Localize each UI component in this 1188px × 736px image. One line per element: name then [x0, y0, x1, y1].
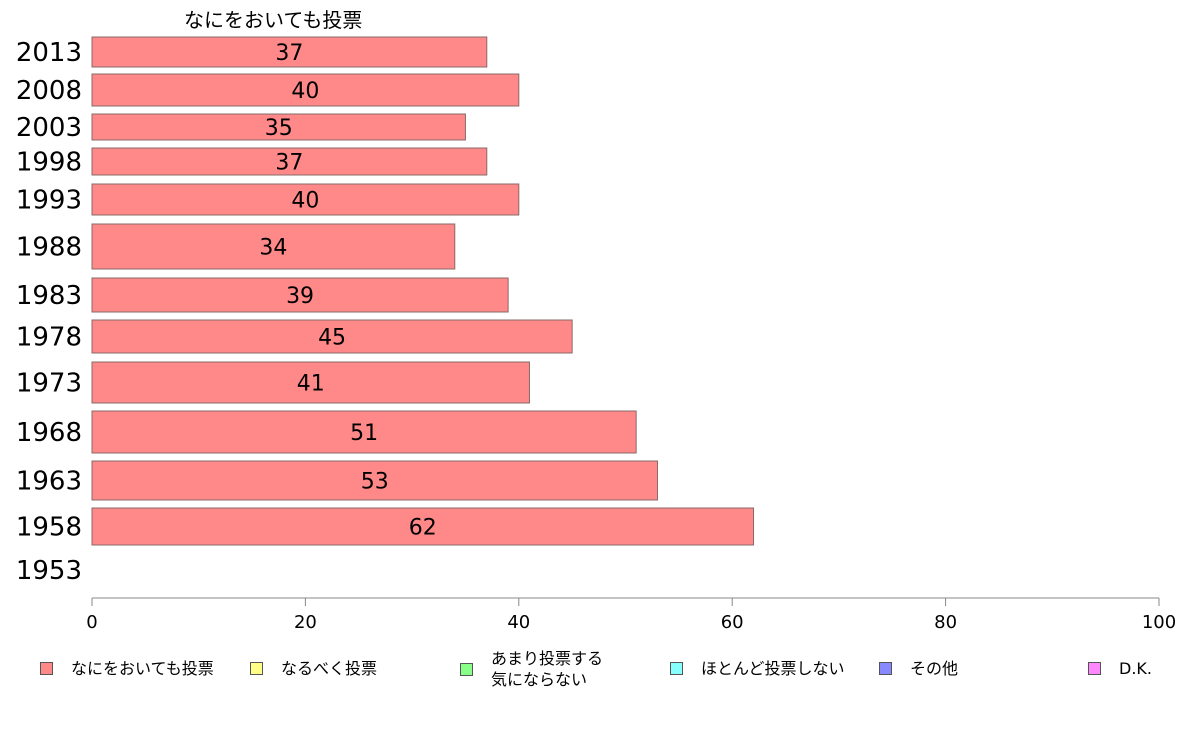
legend-swatch [879, 662, 892, 675]
data-label: 41 [297, 372, 325, 397]
legend-swatch [40, 662, 53, 675]
data-label: 37 [275, 151, 303, 176]
x-tick-label: 80 [934, 612, 957, 633]
y-tick-label: 1973 [16, 369, 82, 399]
legend-label: D.K. [1119, 659, 1152, 678]
y-tick-label: 1953 [16, 556, 82, 586]
data-label: 53 [361, 470, 389, 495]
y-tick-label: 1958 [16, 513, 82, 543]
bar [91, 36, 488, 68]
data-label: 40 [291, 189, 319, 214]
data-label: 51 [350, 421, 378, 446]
legend-item-series-4: ほとんど投票しない [670, 658, 845, 679]
legend-label: その他 [910, 659, 959, 678]
y-tick-label: 2008 [16, 76, 82, 106]
data-label: 62 [409, 516, 437, 541]
y-tick-label: 1978 [16, 323, 82, 353]
legend-label: あまり投票する 気にならない [491, 649, 604, 689]
x-tick-label: 0 [86, 612, 97, 633]
y-tick-label: 2013 [16, 38, 82, 68]
y-tick-label: 1963 [16, 467, 82, 497]
bar [91, 113, 466, 141]
y-tick-label: 1968 [16, 418, 82, 448]
legend-swatch [460, 662, 473, 676]
data-label: 39 [286, 284, 314, 309]
x-tick-label: 40 [507, 612, 530, 633]
y-tick-label: 1988 [16, 233, 82, 263]
data-label: 40 [291, 79, 319, 104]
legend-label: なにをおいても投票 [71, 659, 214, 678]
data-label: 45 [318, 326, 346, 351]
legend-item-series-1: なにをおいても投票 [40, 658, 214, 679]
legend-label: なるべく投票 [281, 659, 378, 678]
x-tick-label: 100 [1142, 612, 1176, 633]
bar [91, 223, 456, 270]
data-label: 34 [259, 236, 287, 261]
bar [91, 319, 573, 354]
legend-label: ほとんど投票しない [701, 659, 845, 678]
bar [91, 460, 659, 501]
bar [91, 277, 509, 313]
bar [91, 147, 488, 176]
y-tick-label: 2003 [16, 113, 82, 143]
bar [91, 410, 637, 454]
chart-legend: なにをおいても投票 なるべく投票 あまり投票する 気にならない ほとんど投票しな… [0, 640, 1188, 700]
legend-swatch [1088, 662, 1101, 675]
x-tick-label: 60 [721, 612, 744, 633]
chart-title: なにをおいても投票 [184, 8, 363, 32]
bar [91, 507, 755, 546]
y-tick-label: 1998 [16, 148, 82, 178]
bar [91, 73, 520, 107]
bar [91, 361, 530, 404]
y-tick-label: 1983 [16, 281, 82, 311]
legend-swatch [250, 662, 263, 675]
legend-item-series-2: なるべく投票 [250, 658, 377, 679]
legend-swatch [670, 662, 683, 675]
legend-item-series-5: その他 [879, 658, 958, 679]
x-tick-label: 20 [294, 612, 317, 633]
legend-item-series-6: D.K. [1088, 658, 1152, 679]
legend-item-series-3: あまり投票する 気にならない [460, 648, 603, 690]
data-label: 35 [265, 116, 293, 141]
data-label: 37 [275, 41, 303, 66]
y-tick-label: 1993 [16, 186, 82, 216]
bar [91, 183, 520, 216]
